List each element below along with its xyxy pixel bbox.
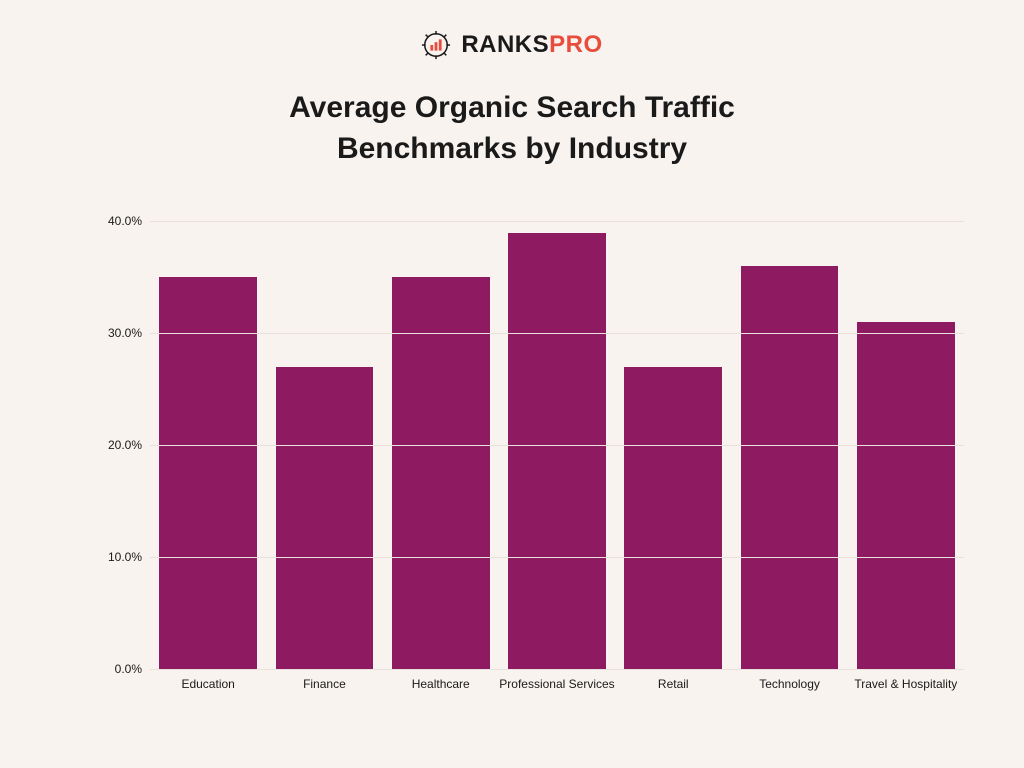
bar [392, 277, 490, 669]
y-tick-label: 20.0% [108, 438, 142, 452]
bars-container [150, 199, 964, 669]
chart-title-line2: Benchmarks by Industry [337, 132, 687, 165]
bar [159, 277, 257, 669]
bar [276, 367, 374, 669]
bar-slot [383, 199, 499, 669]
gridline [150, 221, 964, 222]
x-tick-label: Technology [731, 669, 847, 709]
brand-gear-icon [421, 30, 451, 60]
bar-slot [150, 199, 266, 669]
y-axis: 0.0%10.0%20.0%30.0%40.0% [90, 199, 150, 669]
bar [741, 266, 839, 669]
brand-part2: PRO [549, 31, 603, 58]
brand-row: RANKSPRO [60, 30, 964, 60]
x-tick-label: Travel & Hospitality [848, 669, 964, 709]
plot-area [150, 199, 964, 669]
gridline [150, 445, 964, 446]
x-tick-label: Education [150, 669, 266, 709]
bar-slot [848, 199, 964, 669]
y-tick-label: 40.0% [108, 214, 142, 228]
x-tick-label: Retail [615, 669, 731, 709]
bar [508, 233, 606, 669]
y-tick-label: 0.0% [115, 662, 142, 676]
x-tick-label: Professional Services [499, 669, 615, 709]
bar-slot [615, 199, 731, 669]
chart-title-line1: Average Organic Search Traffic [289, 91, 735, 124]
brand-part1: RANKS [461, 31, 549, 58]
bar-slot [266, 199, 382, 669]
chart-page: RANKSPRO Average Organic Search Traffic … [0, 0, 1024, 768]
x-axis-labels: EducationFinanceHealthcareProfessional S… [150, 669, 964, 709]
gridline [150, 557, 964, 558]
bar [624, 367, 722, 669]
gridline [150, 333, 964, 334]
x-tick-label: Healthcare [383, 669, 499, 709]
chart-area: 0.0% 10.0% 20.0% 30.0% 40.0% EducationFinanc… [90, 199, 964, 709]
x-tick-label: Finance [266, 669, 382, 709]
bar [857, 322, 955, 669]
bar-slot [499, 199, 615, 669]
bar-slot [731, 199, 847, 669]
y-tick-label: 10.0% [108, 550, 142, 564]
brand-name: RANKSPRO [461, 31, 602, 59]
chart-title: Average Organic Search Traffic Benchmark… [60, 88, 964, 169]
y-tick-label: 30.0% [108, 326, 142, 340]
